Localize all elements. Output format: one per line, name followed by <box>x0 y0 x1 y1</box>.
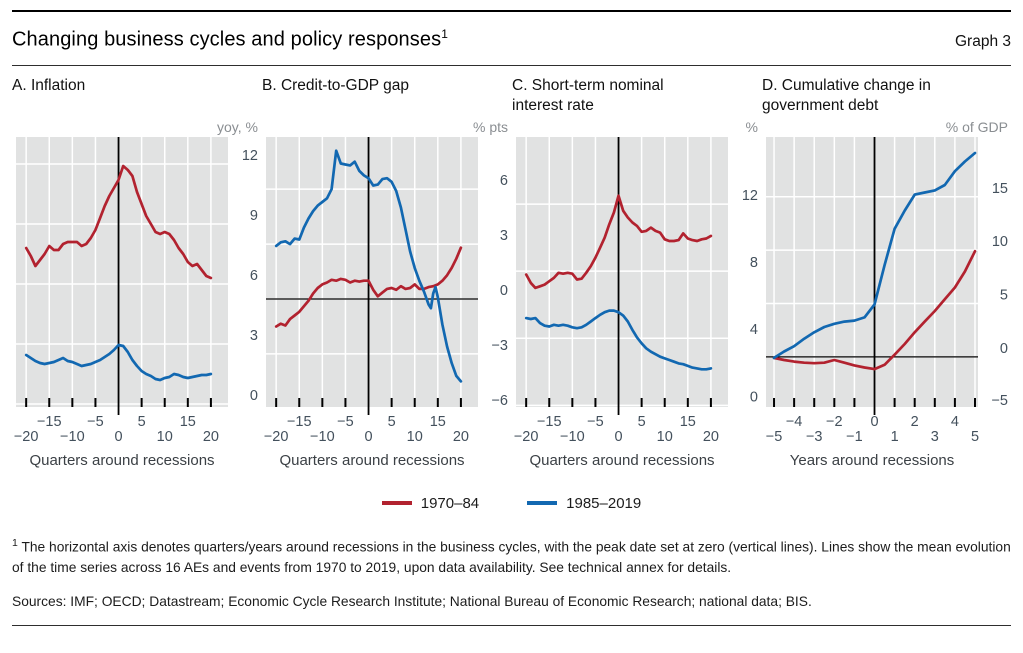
svg-text:−3: −3 <box>491 338 508 354</box>
legend-swatch-red <box>381 501 412 505</box>
panel-inflation: A. Inflation yoy, % 0 3 6 9 12 −15 −5 5 15 −20 −10… <box>12 66 262 471</box>
svg-text:3: 3 <box>931 429 939 445</box>
svg-text:5: 5 <box>638 414 646 430</box>
panel-title-d: D. Cumulative change in government debt <box>762 76 931 115</box>
svg-text:−3: −3 <box>806 429 823 445</box>
svg-text:−5: −5 <box>337 414 354 430</box>
legend-item-1970-84: 1970–84 <box>381 494 480 512</box>
svg-text:−2: −2 <box>826 414 843 430</box>
figure-title-text: Changing business cycles and policy resp… <box>12 28 442 51</box>
svg-text:5: 5 <box>138 414 146 430</box>
svg-text:15: 15 <box>430 414 446 430</box>
svg-text:4: 4 <box>951 414 959 430</box>
y-axis-unit-label-b: % pts <box>472 118 508 135</box>
y-axis-unit-label-c: % <box>745 118 758 135</box>
svg-text:20: 20 <box>453 429 469 445</box>
svg-text:−5: −5 <box>587 414 604 430</box>
svg-text:10: 10 <box>407 429 423 445</box>
panel-title-a: A. Inflation <box>12 76 86 94</box>
svg-text:0: 0 <box>750 389 758 405</box>
svg-text:15: 15 <box>180 414 196 430</box>
svg-text:0: 0 <box>500 283 508 299</box>
figure-header: Changing business cycles and policy resp… <box>10 12 1013 65</box>
svg-text:15: 15 <box>992 180 1008 196</box>
svg-text:1: 1 <box>891 429 899 445</box>
svg-text:8: 8 <box>750 255 758 271</box>
graph-number-label: Graph 3 <box>954 32 1011 50</box>
svg-text:20: 20 <box>703 429 719 445</box>
panel-inflation-plot: 0 3 6 9 12 −15 −5 5 15 −20 −10 0 10 20 Quarters around… <box>14 136 258 469</box>
svg-text:0: 0 <box>614 429 622 445</box>
panels-row: A. Inflation yoy, % 0 3 6 9 12 −15 −5 5 15 −20 −10… <box>10 66 1013 471</box>
svg-text:−5: −5 <box>766 429 783 445</box>
footnote: 1 The horizontal axis denotes quarters/y… <box>12 536 1011 579</box>
svg-text:10: 10 <box>992 234 1008 250</box>
svg-text:Quarters around recessions: Quarters around recessions <box>279 452 464 469</box>
figure-title-footnote-marker: 1 <box>441 27 448 41</box>
figure: Changing business cycles and policy resp… <box>10 10 1013 626</box>
svg-text:5: 5 <box>1000 287 1008 303</box>
svg-text:0: 0 <box>364 429 372 445</box>
legend-label-1985-2019: 1985–2019 <box>566 494 642 512</box>
panel-interest-rate-plot: 0 4 8 12 −15 −5 5 15 −20 −10 0 10 20 Quarters around … <box>514 136 758 469</box>
svg-text:−15: −15 <box>537 414 562 430</box>
panel-title-b: B. Credit-to-GDP gap <box>262 76 410 94</box>
svg-text:0: 0 <box>1000 340 1008 356</box>
panel-government-debt: D. Cumulative change in government debt … <box>762 66 1012 471</box>
panel-interest-rate: C. Short-term nominal interest rate % 0 4… <box>512 66 762 471</box>
svg-text:9: 9 <box>250 208 258 224</box>
svg-text:−10: −10 <box>310 429 335 445</box>
svg-text:−4: −4 <box>786 414 803 430</box>
svg-text:−5: −5 <box>87 414 104 430</box>
svg-text:Quarters around recessions: Quarters around recessions <box>29 452 214 469</box>
svg-text:6: 6 <box>500 173 508 189</box>
svg-text:4: 4 <box>750 322 758 338</box>
panel-credit-gdp-gap-plot: −6 −3 0 3 6 −15 −5 5 15 −20 −10 0 10 20 Quarters aroun… <box>264 136 508 469</box>
legend: 1970–84 1985–2019 <box>10 495 1013 512</box>
y-axis-unit-label-a: yoy, % <box>217 118 258 135</box>
svg-text:0: 0 <box>250 388 258 404</box>
svg-text:5: 5 <box>388 414 396 430</box>
svg-text:10: 10 <box>157 429 173 445</box>
svg-text:−1: −1 <box>846 429 863 445</box>
svg-text:−20: −20 <box>14 429 39 445</box>
svg-text:3: 3 <box>250 328 258 344</box>
panel-credit-gdp-gap: B. Credit-to-GDP gap % pts −6 −3 0 3 6 −15 −5 5… <box>262 66 512 471</box>
svg-text:−10: −10 <box>560 429 585 445</box>
top-rule <box>12 10 1011 12</box>
svg-text:−20: −20 <box>514 429 539 445</box>
svg-text:−6: −6 <box>491 392 508 408</box>
y-axis-unit-label-d: % of GDP <box>945 118 1008 135</box>
svg-text:2: 2 <box>911 414 919 430</box>
figure-title: Changing business cycles and policy resp… <box>12 27 448 52</box>
svg-text:−15: −15 <box>37 414 62 430</box>
svg-text:15: 15 <box>680 414 696 430</box>
legend-label-1970-84: 1970–84 <box>420 494 480 512</box>
svg-text:0: 0 <box>870 414 878 430</box>
svg-text:0: 0 <box>114 429 122 445</box>
svg-text:12: 12 <box>242 148 258 164</box>
svg-text:Quarters around recessions: Quarters around recessions <box>529 452 714 469</box>
bottom-rule <box>12 624 1011 626</box>
header-divider-rule <box>12 64 1011 66</box>
svg-text:10: 10 <box>657 429 673 445</box>
svg-text:12: 12 <box>742 188 758 204</box>
svg-text:−5: −5 <box>991 393 1008 409</box>
sources-line: Sources: IMF; OECD; Datastream; Economic… <box>12 593 812 609</box>
svg-text:3: 3 <box>500 228 508 244</box>
panel-government-debt-plot: −5 0 5 10 15 −4 −2 0 2 4 −5 −3 −1 1 3 5 Years around rec… <box>766 136 1008 469</box>
svg-text:20: 20 <box>203 429 219 445</box>
footnote-text: The horizontal axis denotes quarters/yea… <box>12 539 1011 575</box>
panel-title-c: C. Short-term nominal interest rate <box>512 76 664 115</box>
legend-swatch-blue <box>527 501 558 505</box>
svg-text:Years around recessions: Years around recessions <box>790 452 955 469</box>
svg-text:−10: −10 <box>60 429 85 445</box>
footnote-marker: 1 <box>12 536 18 549</box>
legend-item-1985-2019: 1985–2019 <box>527 495 641 512</box>
svg-text:6: 6 <box>250 268 258 284</box>
svg-text:5: 5 <box>971 429 979 445</box>
svg-text:−15: −15 <box>287 414 312 430</box>
svg-text:−20: −20 <box>264 429 289 445</box>
